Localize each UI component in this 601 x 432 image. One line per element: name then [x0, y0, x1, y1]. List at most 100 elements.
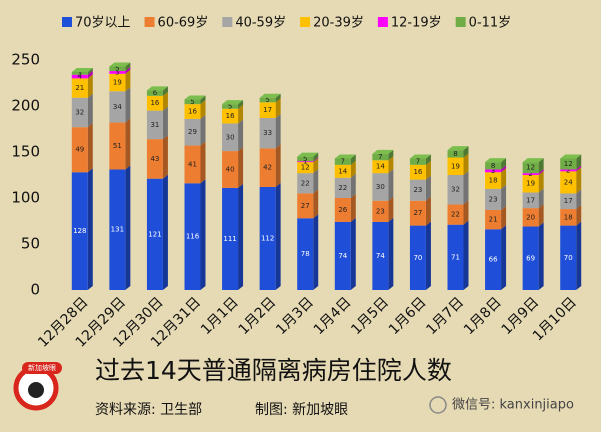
value-label: 5: [228, 102, 232, 110]
value-label: 2: [566, 166, 570, 174]
value-label: 14: [338, 167, 347, 175]
value-label: 26: [338, 206, 347, 214]
bar-segment: [297, 218, 314, 290]
bar-segment: [222, 108, 239, 124]
bar-side: [463, 171, 469, 205]
value-label: 5: [115, 65, 119, 73]
value-label: 20: [526, 213, 535, 221]
bar-side: [425, 221, 431, 290]
value-label: 17: [526, 196, 535, 204]
bar-side: [162, 106, 168, 140]
bar-segment: [522, 226, 539, 290]
bar-side: [87, 168, 93, 290]
bar-side: [501, 225, 507, 290]
bar-side: [275, 98, 281, 118]
bar-segment: [409, 225, 426, 290]
bar-segment: [71, 172, 88, 290]
bar-segment: [485, 229, 502, 290]
value-label: 17: [564, 197, 573, 205]
source: 资料来源: 卫生部: [95, 402, 202, 418]
x-tick-label: 1月3日: [273, 294, 317, 338]
value-label: 12: [564, 160, 573, 168]
bar-side: [388, 156, 394, 174]
value-label: 3: [491, 167, 495, 175]
bar-side: [313, 169, 319, 194]
value-label: 1: [303, 158, 307, 166]
bar-segment: [447, 224, 464, 290]
bar-segment: [522, 208, 539, 227]
legend-label: 12-19岁: [391, 16, 442, 31]
y-tick-label: 200: [11, 97, 40, 115]
x-tick-label: 1月1日: [198, 294, 242, 338]
bar-side: [275, 93, 281, 103]
bar-side: [350, 194, 356, 222]
value-label: 29: [188, 128, 197, 136]
bar-segment: [485, 172, 502, 189]
bar-segment: [259, 117, 276, 149]
legend-label: 60-69岁: [158, 16, 209, 31]
bar-segment: [146, 178, 163, 290]
bar-segment: [522, 173, 539, 175]
bar-side: [238, 119, 244, 152]
value-label: 5: [265, 96, 269, 104]
bar-side: [313, 157, 319, 163]
value-label: 12: [526, 164, 535, 172]
bar-side: [388, 149, 394, 161]
bar-side: [350, 160, 356, 178]
bar-segment: [372, 153, 389, 161]
bar-side: [125, 118, 131, 170]
credit: 制图: 新加坡眼: [255, 402, 348, 418]
bar-segment: [297, 193, 314, 219]
value-label: 74: [376, 252, 385, 260]
bar-side: [538, 204, 544, 227]
bar-segment: [297, 161, 314, 163]
value-label: 21: [75, 84, 84, 92]
bar-segment: [297, 173, 314, 194]
value-label: 30: [226, 133, 235, 141]
bar-side: [350, 217, 356, 290]
bar-side: [238, 183, 244, 290]
bar-side: [463, 153, 469, 175]
value-label: 71: [451, 253, 460, 261]
bar-top: [109, 62, 131, 67]
value-label: 22: [451, 211, 460, 219]
bar-side: [162, 135, 168, 179]
value-label: 70: [413, 254, 422, 262]
value-label: 5: [303, 155, 307, 163]
bar-segment: [109, 169, 126, 290]
bar-side: [87, 67, 93, 75]
bar-top: [334, 154, 356, 159]
value-label: 33: [263, 129, 272, 137]
y-tick-label: 50: [21, 235, 40, 253]
bar-segment: [334, 198, 351, 222]
bar-segment: [560, 158, 577, 170]
value-label: 5: [190, 98, 194, 106]
bar-segment: [560, 225, 577, 290]
value-label: 18: [489, 177, 498, 185]
bar-segment: [146, 95, 163, 111]
logo-badge: [22, 362, 62, 374]
bar-top: [146, 86, 168, 91]
value-label: 27: [413, 209, 422, 217]
bar-segment: [109, 122, 126, 170]
bar-segment: [259, 102, 276, 118]
bar-side: [538, 188, 544, 209]
bar-side: [200, 179, 206, 290]
value-label: 16: [188, 108, 197, 116]
bar-segment: [334, 221, 351, 290]
bar-segment: [71, 127, 88, 173]
logo-text: 新加坡眼: [28, 363, 56, 372]
bar-segment: [485, 162, 502, 170]
value-label: 19: [451, 162, 460, 170]
value-label: 7: [416, 158, 420, 166]
chart-title: 过去14天普通隔离病房住院人数: [95, 356, 452, 385]
x-tick-label: 1月8日: [461, 294, 505, 338]
value-label: 4: [78, 73, 83, 81]
value-label: 121: [148, 230, 161, 238]
bar-side: [87, 123, 93, 173]
bar-side: [350, 173, 356, 198]
value-label: 23: [376, 207, 385, 215]
bar-side: [463, 220, 469, 290]
bar-top: [409, 154, 431, 159]
